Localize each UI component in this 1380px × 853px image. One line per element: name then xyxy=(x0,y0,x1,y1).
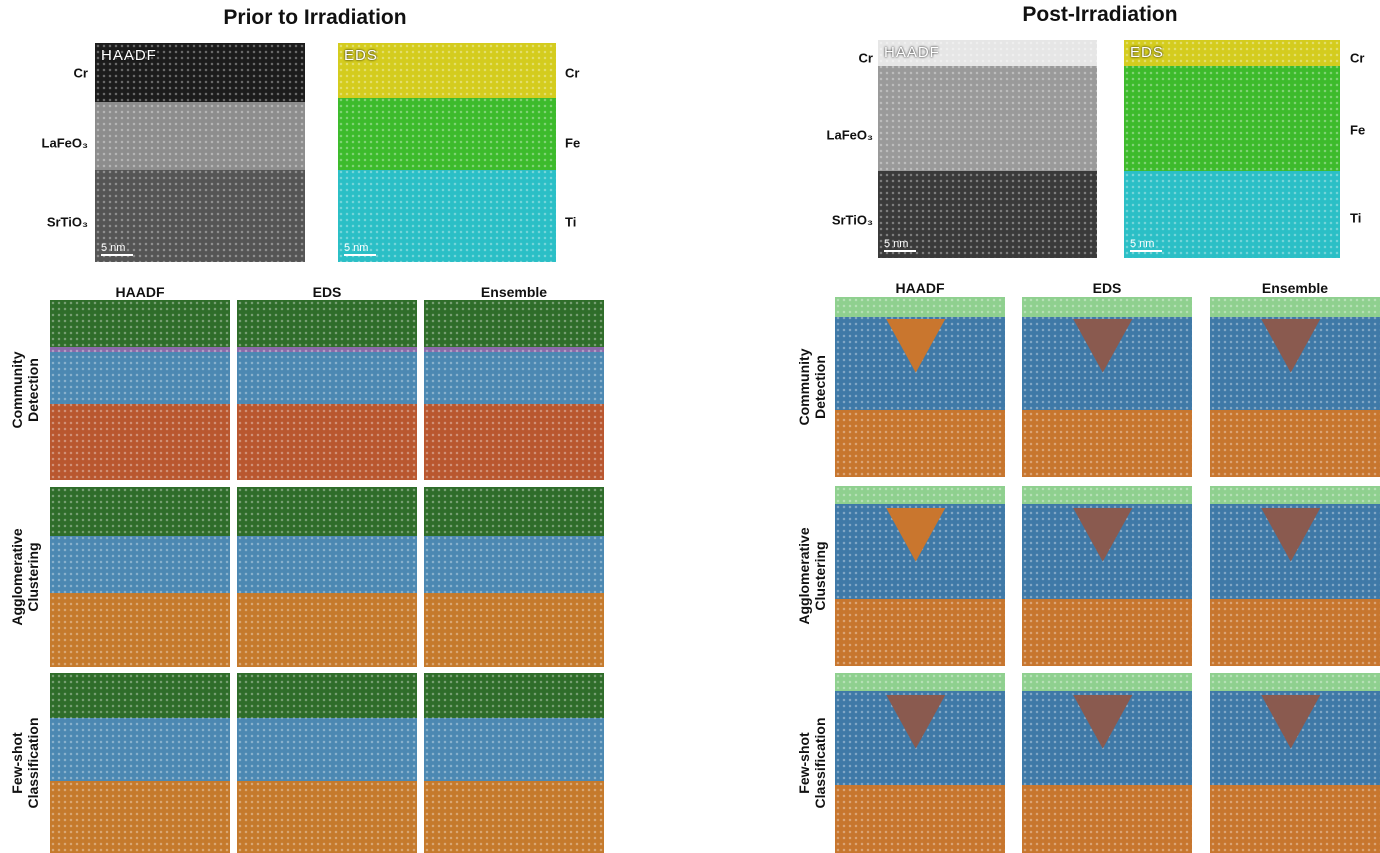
image-label: EDS xyxy=(1130,44,1164,61)
scale-bar: 5 nm xyxy=(344,242,376,256)
layer-label: SrTiO₃ xyxy=(47,215,88,230)
column-header: Ensemble xyxy=(1262,280,1328,296)
row-label-line: Clustering xyxy=(812,527,828,624)
row-label: Few-shotClassification xyxy=(9,717,41,808)
column-header: HAADF xyxy=(116,284,165,300)
panel-title: Prior to Irradiation xyxy=(223,6,406,30)
row-label-line: Classification xyxy=(25,717,41,808)
texture xyxy=(237,673,417,853)
element-label: Fe xyxy=(1350,123,1365,138)
segmentation-map xyxy=(1210,297,1380,477)
segmentation-map xyxy=(1210,673,1380,853)
element-label: Ti xyxy=(565,215,576,230)
scale-bar: 5 nm xyxy=(101,242,133,256)
segmentation-map xyxy=(237,487,417,667)
row-label-line: Detection xyxy=(812,349,828,426)
row-label-line: Classification xyxy=(812,717,828,808)
segmentation-map xyxy=(835,297,1005,477)
texture xyxy=(237,487,417,667)
texture xyxy=(338,43,556,262)
segmentation-map xyxy=(1022,673,1192,853)
texture xyxy=(878,40,1097,258)
column-header: EDS xyxy=(313,284,342,300)
segmentation-map xyxy=(1210,486,1380,666)
image-label: EDS xyxy=(344,47,378,64)
segmentation-map xyxy=(835,673,1005,853)
segmentation-map xyxy=(424,487,604,667)
segmentation-map xyxy=(424,300,604,480)
layer-label: LaFeO₃ xyxy=(827,128,873,143)
segmentation-map xyxy=(50,673,230,853)
panel-title: Post-Irradiation xyxy=(1022,3,1177,27)
element-label: Cr xyxy=(1350,51,1364,66)
column-header: HAADF xyxy=(896,280,945,296)
micrograph: HAADF 5 nm xyxy=(878,40,1097,258)
row-label-line: Clustering xyxy=(25,528,41,625)
row-label-line: Agglomerative xyxy=(9,528,25,625)
micrograph: HAADF 5 nm xyxy=(95,43,305,262)
row-label-line: Few-shot xyxy=(796,717,812,808)
texture xyxy=(424,673,604,853)
image-label: HAADF xyxy=(884,44,940,61)
layer-label: LaFeO₃ xyxy=(42,136,88,151)
texture xyxy=(50,300,230,480)
segmentation-map xyxy=(50,300,230,480)
texture xyxy=(237,300,417,480)
element-label: Fe xyxy=(565,136,580,151)
segmentation-map xyxy=(1022,297,1192,477)
row-label-line: Detection xyxy=(25,352,41,429)
texture xyxy=(50,673,230,853)
texture xyxy=(424,487,604,667)
column-header: Ensemble xyxy=(481,284,547,300)
texture xyxy=(1124,40,1340,258)
texture xyxy=(95,43,305,262)
segmentation-map xyxy=(835,486,1005,666)
micrograph: EDS 5 nm xyxy=(338,43,556,262)
element-label: Cr xyxy=(565,66,579,81)
row-label-line: Community xyxy=(9,352,25,429)
texture xyxy=(50,487,230,667)
element-label: Ti xyxy=(1350,211,1361,226)
micrograph: EDS 5 nm xyxy=(1124,40,1340,258)
segmentation-map xyxy=(424,673,604,853)
row-label-line: Agglomerative xyxy=(796,527,812,624)
texture xyxy=(424,300,604,480)
row-label: AgglomerativeClustering xyxy=(796,527,828,624)
row-label-line: Few-shot xyxy=(9,717,25,808)
row-label-line: Community xyxy=(796,349,812,426)
layer-label: SrTiO₃ xyxy=(832,213,873,228)
layer-label: Cr xyxy=(74,66,88,81)
row-label: Few-shotClassification xyxy=(796,717,828,808)
segmentation-map xyxy=(237,673,417,853)
column-header: EDS xyxy=(1093,280,1122,296)
scale-bar: 5 nm xyxy=(1130,238,1162,252)
segmentation-map xyxy=(50,487,230,667)
layer-label: Cr xyxy=(859,51,873,66)
scale-bar: 5 nm xyxy=(884,238,916,252)
segmentation-map xyxy=(237,300,417,480)
segmentation-map xyxy=(1022,486,1192,666)
image-label: HAADF xyxy=(101,47,157,64)
figure: Prior to Irradiation HAADF 5 nm EDS 5 nm Cr La… xyxy=(0,0,1380,853)
